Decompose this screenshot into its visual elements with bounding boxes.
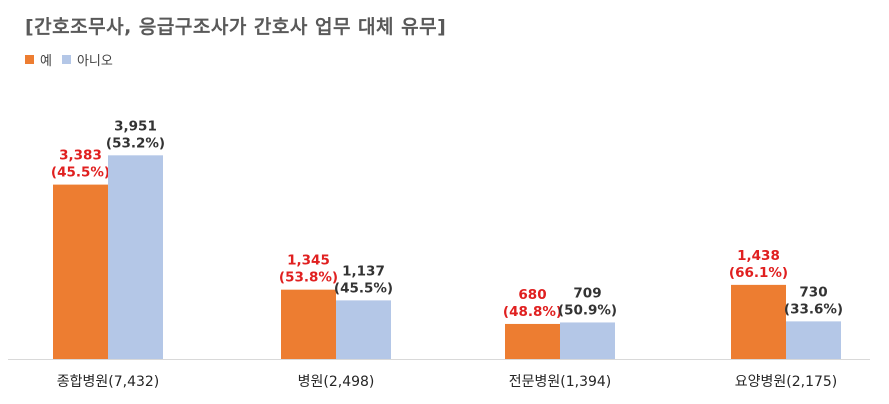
pct-label-yes-1: (53.8%)	[279, 270, 338, 286]
value-label-yes-1: 1,345	[287, 253, 330, 269]
pct-label-yes-2: (48.8%)	[503, 304, 562, 320]
pct-label-yes-0: (45.5%)	[51, 165, 110, 181]
pct-label-yes-3: (66.1%)	[729, 265, 788, 281]
category-label-2: 전문병원(1,394)	[509, 374, 612, 390]
legend-swatch-no	[61, 55, 71, 64]
bar-yes-0	[53, 184, 108, 359]
pct-label-no-1: (45.5%)	[334, 280, 393, 296]
value-label-yes-3: 1,438	[737, 248, 780, 264]
pct-label-no-0: (53.2%)	[106, 135, 165, 151]
legend-label-no: 아니오	[76, 54, 113, 69]
bar-no-0	[108, 155, 163, 359]
category-label-0: 종합병원(7,432)	[57, 374, 160, 390]
category-label-3: 요양병원(2,175)	[735, 374, 838, 390]
value-label-no-3: 730	[799, 284, 827, 300]
legend: 예 아니오	[25, 50, 123, 69]
legend-item-yes: 예	[25, 50, 52, 69]
legend-label-yes: 예	[40, 54, 52, 69]
pct-label-no-2: (50.9%)	[558, 302, 617, 318]
legend-item-no: 아니오	[61, 50, 113, 69]
bar-no-3	[786, 321, 841, 359]
bar-yes-1	[281, 289, 336, 359]
legend-swatch-yes	[25, 55, 34, 64]
value-label-yes-0: 3,383	[59, 148, 102, 164]
bar-no-2	[560, 322, 615, 359]
bar-yes-2	[505, 323, 560, 359]
chart-title: [간호조무사, 응급구조사가 간호사 업무 대체 유무]	[25, 16, 447, 38]
value-label-no-2: 709	[573, 285, 601, 301]
bar-yes-3	[731, 284, 786, 359]
value-label-no-0: 3,951	[114, 118, 157, 134]
pct-label-no-3: (33.6%)	[784, 301, 843, 317]
bar-no-1	[336, 300, 391, 359]
value-label-yes-2: 680	[518, 287, 546, 303]
category-label-1: 병원(2,498)	[298, 374, 375, 390]
value-label-no-1: 1,137	[342, 263, 385, 279]
